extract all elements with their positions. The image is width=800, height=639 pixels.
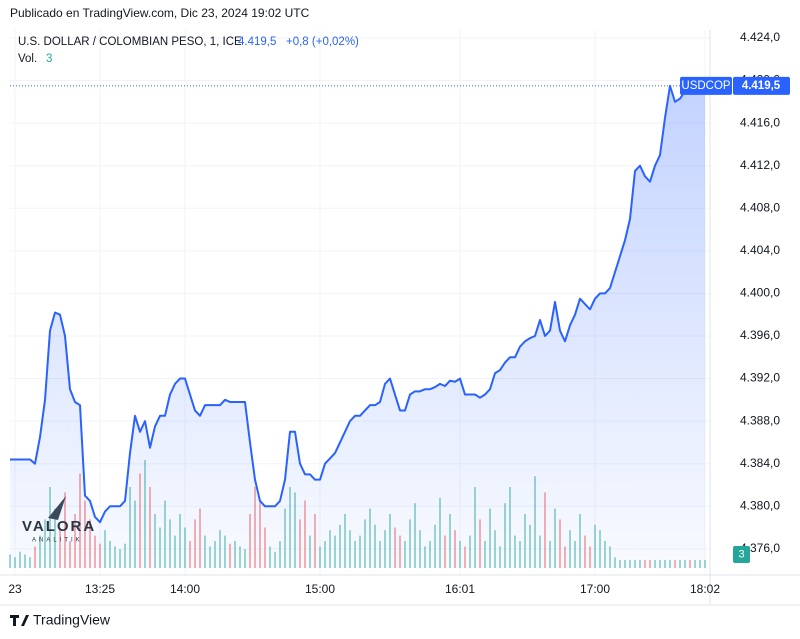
volume-legend-value: 3 [46, 53, 52, 65]
y-tick-label: 4.412,0 [740, 158, 780, 172]
price-tag-text: 4.419,5 [742, 80, 781, 92]
price-tag [733, 76, 790, 95]
y-tick-label: 4.400,0 [740, 286, 780, 300]
symbol-title: U.S. DOLLAR / COLOMBIAN PESO, 1, ICE [18, 36, 242, 48]
publisher: Publicado en TradingView.com, Dic 23, 20… [10, 6, 310, 20]
footer-logo: TradingView [10, 612, 111, 628]
volume-tag-text: 3 [738, 548, 744, 560]
legend-change: +0,8 (+0,02%) [286, 36, 359, 48]
symbol-tag [680, 76, 732, 95]
symbol-tag-text: USDCOP [681, 80, 731, 92]
y-tick-label: 4.408,0 [740, 200, 780, 214]
y-tick-label: 4.416,0 [740, 115, 780, 129]
watermark: VALORA ANALITIK [22, 496, 96, 544]
x-tick-label: 15:00 [305, 582, 335, 596]
x-tick-label: 13:25 [85, 582, 115, 596]
watermark-text: VALORA [22, 518, 96, 535]
x-tick-label: 16:01 [445, 582, 475, 596]
x-tick-label: 17:00 [580, 582, 610, 596]
y-tick-label: 4.424,0 [740, 30, 780, 44]
legend-price: 4.419,5 [238, 36, 276, 48]
y-tick-label: 4.376,0 [740, 541, 780, 555]
price-line [10, 84, 705, 524]
y-tick-label: 4.380,0 [740, 498, 780, 512]
branding: TradingView [33, 612, 111, 628]
y-tick-label: 4.404,0 [740, 243, 780, 257]
plot [10, 84, 705, 569]
footer-icon [10, 615, 29, 626]
volume-legend: Vol. [18, 53, 37, 65]
watermark-icon [48, 496, 66, 520]
y-tick-label: 4.392,0 [740, 371, 780, 385]
x-tick-label: 23 [8, 582, 22, 596]
area [10, 85, 705, 569]
y-tick-label: 4.384,0 [740, 456, 780, 470]
x-tick-label: 14:00 [170, 582, 200, 596]
volume-tag [733, 546, 750, 563]
y-tick-label: 4.396,0 [740, 328, 780, 342]
watermark-sub: ANALITIK [32, 538, 83, 544]
y-tick-label: 4.388,0 [740, 413, 780, 427]
x-tick-label: 18:02 [690, 582, 720, 596]
